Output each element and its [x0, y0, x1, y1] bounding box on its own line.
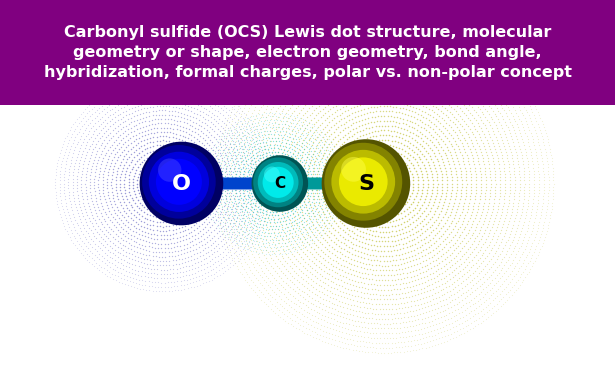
Circle shape	[158, 159, 181, 182]
Circle shape	[258, 162, 298, 203]
Circle shape	[341, 157, 366, 182]
Text: S: S	[358, 174, 374, 193]
Circle shape	[324, 143, 402, 221]
Circle shape	[331, 150, 395, 214]
Circle shape	[263, 167, 294, 198]
Circle shape	[140, 142, 223, 225]
Text: Carbonyl sulfide (OCS) Lewis dot structure, molecular
geometry or shape, electro: Carbonyl sulfide (OCS) Lewis dot structu…	[44, 25, 571, 80]
Bar	[0, 0, 615, 105]
Circle shape	[156, 159, 202, 205]
Circle shape	[322, 139, 410, 228]
FancyBboxPatch shape	[210, 178, 261, 189]
Circle shape	[149, 152, 209, 212]
Circle shape	[264, 167, 280, 182]
Text: O: O	[172, 174, 191, 193]
FancyBboxPatch shape	[299, 178, 336, 189]
Circle shape	[252, 155, 308, 212]
Circle shape	[142, 145, 216, 219]
Circle shape	[253, 157, 303, 207]
Circle shape	[339, 157, 387, 206]
Text: C: C	[274, 176, 285, 191]
